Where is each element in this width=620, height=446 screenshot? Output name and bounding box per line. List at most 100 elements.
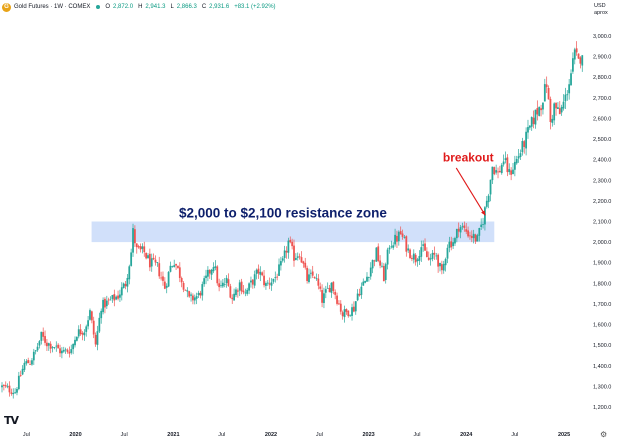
candle bbox=[287, 237, 290, 259]
y-tick-label: 1,700.0 bbox=[593, 302, 611, 308]
resistance-zone bbox=[91, 221, 495, 243]
candle-body bbox=[289, 239, 292, 243]
candle bbox=[16, 387, 18, 396]
candle bbox=[328, 284, 331, 293]
candle-body bbox=[126, 277, 129, 287]
y-tick-label: 2,600.0 bbox=[593, 116, 611, 122]
candle bbox=[418, 250, 421, 266]
candle bbox=[238, 279, 241, 297]
candle bbox=[452, 237, 455, 250]
candle bbox=[435, 252, 438, 260]
candle-body bbox=[512, 169, 514, 175]
candle-body bbox=[240, 281, 243, 292]
candle bbox=[358, 288, 361, 297]
candle bbox=[23, 359, 26, 372]
candle bbox=[32, 348, 35, 365]
candle-body bbox=[281, 258, 284, 261]
candle-body bbox=[571, 58, 574, 72]
candle bbox=[1, 382, 3, 393]
candle-body bbox=[270, 282, 273, 286]
candle bbox=[469, 231, 471, 240]
candle bbox=[266, 279, 269, 286]
candle-body bbox=[287, 240, 290, 253]
candle-body bbox=[347, 310, 350, 317]
candle bbox=[231, 294, 234, 304]
candle-body bbox=[313, 276, 316, 279]
candle-body bbox=[474, 234, 477, 242]
candle bbox=[51, 345, 54, 353]
candle-body bbox=[300, 257, 303, 263]
candle-body bbox=[485, 200, 488, 207]
candle-body bbox=[259, 271, 262, 275]
candle bbox=[105, 295, 108, 309]
candle-body bbox=[102, 299, 104, 313]
candle bbox=[77, 325, 80, 339]
candle bbox=[218, 278, 221, 292]
x-tick-label: 2022 bbox=[265, 432, 277, 438]
candle bbox=[19, 370, 22, 377]
candle-body bbox=[566, 94, 569, 96]
candle bbox=[49, 341, 52, 354]
candle bbox=[89, 308, 91, 321]
candle bbox=[461, 222, 464, 230]
candle-body bbox=[163, 281, 166, 289]
candle-body bbox=[416, 259, 419, 262]
ohlc-high-label: H bbox=[138, 4, 143, 10]
candle-body bbox=[197, 292, 200, 296]
candle-body bbox=[437, 254, 440, 267]
candle bbox=[128, 264, 131, 285]
candle bbox=[547, 85, 550, 100]
candle-body bbox=[467, 230, 469, 237]
candle bbox=[566, 90, 569, 101]
candle-body bbox=[498, 170, 501, 173]
candle-body bbox=[564, 94, 567, 102]
tradingview-logo[interactable]: TV bbox=[4, 414, 19, 427]
candle bbox=[414, 253, 417, 266]
x-tick-label: Jul bbox=[218, 432, 225, 438]
candle-body bbox=[212, 267, 215, 272]
candle-body bbox=[435, 255, 438, 257]
candle-body bbox=[147, 255, 149, 259]
candle bbox=[470, 230, 473, 243]
candle bbox=[407, 244, 410, 254]
candle bbox=[465, 222, 468, 235]
candle-body bbox=[94, 334, 97, 345]
candle-body bbox=[105, 300, 108, 307]
gear-icon[interactable]: ⚙ bbox=[600, 430, 608, 439]
candle-body bbox=[173, 265, 176, 267]
candle-body bbox=[324, 289, 327, 293]
candle bbox=[330, 282, 333, 298]
candle-body bbox=[261, 272, 264, 276]
candle bbox=[558, 101, 561, 115]
candle-body bbox=[493, 167, 496, 175]
candle bbox=[484, 205, 486, 231]
candle bbox=[416, 257, 419, 267]
candle-body bbox=[236, 290, 239, 292]
candle bbox=[409, 248, 411, 260]
candle bbox=[195, 292, 198, 305]
candle bbox=[543, 78, 546, 102]
candle bbox=[276, 273, 279, 281]
candle-body bbox=[379, 260, 382, 266]
candle bbox=[233, 288, 236, 301]
candle bbox=[429, 253, 432, 266]
candle-body bbox=[74, 339, 76, 346]
candle-body bbox=[545, 84, 548, 88]
candle-body bbox=[332, 281, 335, 291]
candle-body bbox=[463, 225, 466, 228]
candle bbox=[265, 281, 267, 290]
x-tick-label: 2024 bbox=[460, 432, 473, 438]
candle bbox=[94, 332, 97, 347]
candle bbox=[6, 383, 9, 389]
candle-body bbox=[83, 332, 86, 336]
candle-body bbox=[366, 276, 368, 282]
currency-label[interactable]: USD aprox bbox=[594, 3, 608, 17]
candle bbox=[536, 100, 539, 121]
candle bbox=[225, 275, 228, 288]
candle bbox=[171, 265, 174, 268]
candle-body bbox=[160, 277, 163, 279]
candle bbox=[515, 155, 518, 165]
candle-body bbox=[339, 303, 342, 312]
x-tick-label: Jul bbox=[121, 432, 128, 438]
candle bbox=[113, 289, 116, 307]
